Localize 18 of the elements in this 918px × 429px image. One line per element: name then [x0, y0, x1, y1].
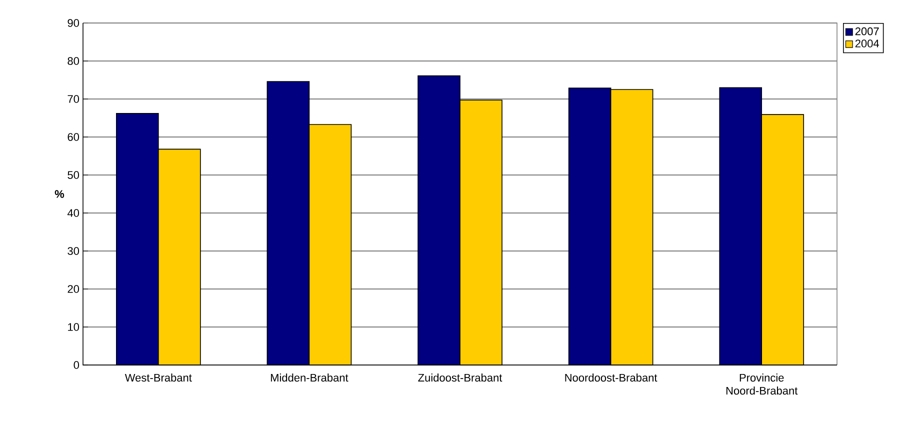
y-tick-label: 50 — [68, 171, 80, 179]
y-tick-label: 40 — [67, 209, 80, 217]
y-tick-label: 80 — [68, 57, 80, 65]
y-tick-label: 90 — [68, 19, 80, 27]
y-tick-label: 60 — [68, 133, 80, 141]
x-tick-label: Noordoost-Brabant — [565, 374, 658, 382]
y-tick-label: 70 — [68, 95, 80, 103]
y-tick-label: 30 — [68, 247, 80, 255]
x-tick-label: Provincie Noord-Brabant — [726, 374, 798, 395]
y-tick-label: 10 — [68, 323, 80, 331]
x-tick-label: Zuidoost-Brabant — [418, 374, 502, 382]
x-tick-label: West-Brabant — [124, 374, 192, 382]
legend-label: 2004 — [855, 40, 879, 48]
y-tick-label: 20 — [68, 285, 80, 293]
x-tick-label: Midden-Brabant — [270, 374, 348, 382]
y-axis-title: % — [54, 190, 64, 198]
legend-label: 2007 — [855, 27, 879, 36]
y-tick-label: 0 — [74, 361, 80, 369]
